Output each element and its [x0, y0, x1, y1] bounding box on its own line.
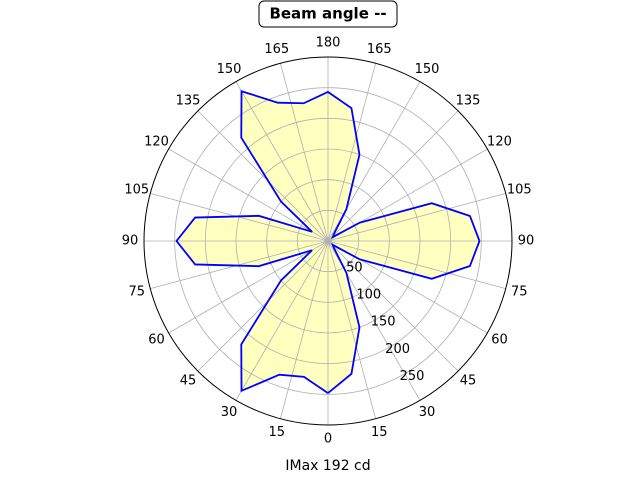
- angle-tick-label: 30: [221, 405, 238, 420]
- grid-spoke: [197, 110, 329, 242]
- angle-tick-label: 75: [511, 285, 528, 300]
- x-axis-label: IMax 192 cd: [285, 458, 370, 474]
- angle-tick-label: 75: [128, 285, 145, 300]
- radial-tick-label: 150: [371, 315, 396, 330]
- angle-tick-label: 105: [124, 182, 149, 197]
- grid-spoke: [168, 240, 329, 334]
- angle-tick-label: 150: [415, 62, 440, 77]
- angle-tick-label: 180: [316, 36, 341, 51]
- chart-title: Beam angle --: [269, 5, 386, 23]
- angle-tick-label: 45: [180, 374, 197, 389]
- angle-tick-label: 90: [122, 234, 139, 249]
- grid-spoke: [279, 240, 329, 419]
- grid-spoke: [168, 148, 329, 242]
- angle-tick-label: 15: [268, 425, 285, 440]
- title-box: [258, 0, 398, 28]
- angle-tick-label: 165: [367, 42, 392, 57]
- angle-tick-label: 30: [419, 405, 436, 420]
- angle-tick-label: 60: [148, 333, 165, 348]
- angle-tick-label: 15: [371, 425, 388, 440]
- grid-spoke: [327, 110, 459, 242]
- angle-tick-label: 0: [324, 432, 332, 447]
- radial-tick-label: 250: [400, 369, 425, 384]
- grid-spoke: [327, 240, 377, 419]
- grid-spoke: [279, 63, 329, 242]
- angle-tick-label: 135: [456, 93, 481, 108]
- angle-tick-label: 135: [176, 93, 201, 108]
- grid-spoke: [327, 192, 506, 242]
- angle-tick-label: 90: [518, 234, 535, 249]
- angle-tick-label: 105: [507, 182, 532, 197]
- angle-tick-label: 165: [264, 42, 289, 57]
- grid-spoke: [235, 81, 329, 242]
- grid-spoke: [327, 63, 377, 242]
- angle-tick-label: 45: [460, 374, 477, 389]
- radial-tick-label: 100: [356, 288, 381, 303]
- curve: [175, 89, 481, 394]
- outer-circle: [143, 56, 513, 426]
- angle-tick-label: 120: [487, 135, 512, 150]
- grid-spoke: [197, 240, 329, 372]
- angle-tick-label: 120: [144, 135, 169, 150]
- angle-tick-label: 150: [217, 62, 242, 77]
- grid-spoke: [327, 240, 506, 290]
- angle-tick-label: 60: [491, 333, 508, 348]
- radial-tick-label: 200: [385, 342, 410, 357]
- grid-spoke: [235, 240, 329, 401]
- radial-tick-label: 50: [346, 261, 363, 276]
- grid-spoke: [327, 240, 459, 372]
